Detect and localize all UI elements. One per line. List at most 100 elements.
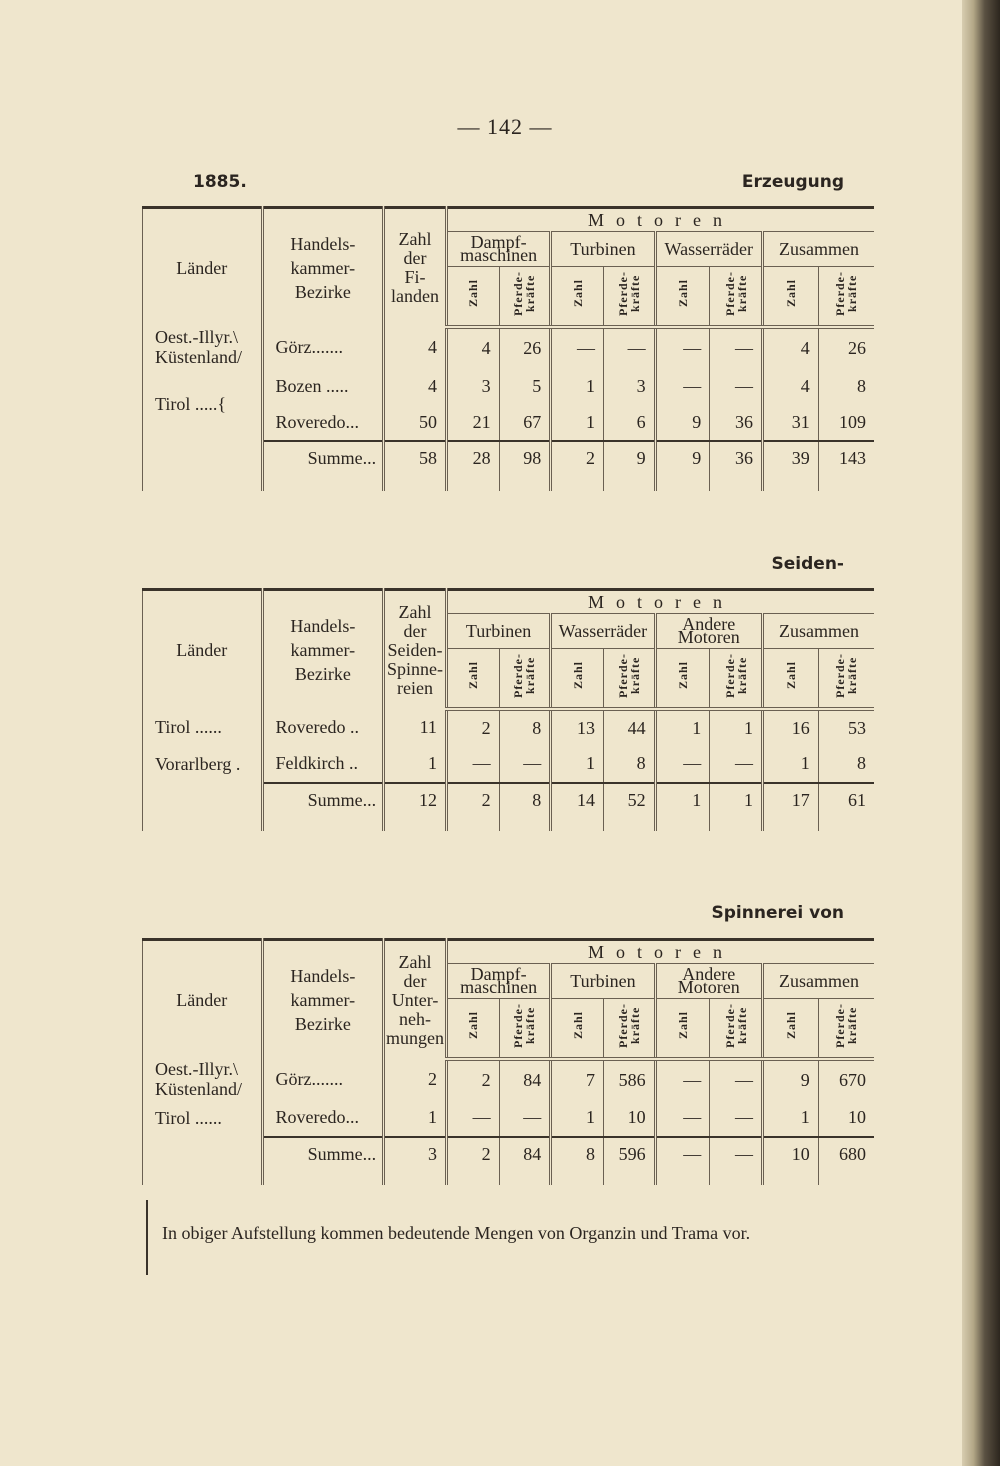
header-row-sub: Zahl Pferde- kräfte Zahl Pferde- kräfte Zahl… [143,998,874,1061]
sum-value: 8 [498,782,551,831]
cell-value: 4 [382,327,447,367]
header-pferdekraefte-label: Pferde- kräfte [833,653,860,698]
cell-value: — [653,745,710,783]
table-row: Roveredo... 50 21 67 1 6 9 36 31 109 [143,405,874,441]
cell-value: 1 [709,709,763,745]
cell-value: — [549,327,604,367]
header-group-label: Dampf- maschinen [460,232,538,265]
cell-land: Tirol ...... [142,709,263,745]
header-zahl-label: Zahl [675,279,690,308]
land-label: Oest.-Illyr.\ Küstenland/ [155,327,242,367]
header-group-label: Andere Motoren [677,614,740,647]
header-pferdekraefte-label: Pferde- kräfte [833,1003,860,1048]
header-zahl: Zahl [549,648,604,711]
book-binding-edge [962,0,1000,1466]
cell-value: 1 [549,367,604,405]
header-motoren: Motoren [444,207,874,232]
header-row-sub: Zahl Pferde- kräfte Zahl Pferde- kräfte Zahl… [143,266,874,329]
land-label: Tirol ...... [155,1108,222,1128]
cell-value: 4 [760,327,819,367]
cell-value: 1 [549,405,604,441]
header-zahl: Zahl [760,266,819,329]
cell-value: — [709,745,763,783]
header-zahl: Zahl [653,998,710,1061]
header-bezirke-label: Handels- kammer- Bezirke [290,966,356,1034]
cell-value: 44 [602,709,656,745]
cell-value: 6 [602,405,656,441]
header-zahl: Zahl [760,648,819,711]
cell-value: — [498,1099,551,1137]
cell-value: 4 [760,367,819,405]
header-bezirke-label: Handels- kammer- Bezirke [290,234,356,302]
cell-value: — [709,1059,763,1099]
cell-value: — [709,327,763,367]
header-count: Zahl der Seiden- Spinne- reien [382,589,447,709]
header-group-label: Zusammen [778,238,859,259]
cell-value: 1 [653,709,710,745]
header-zahl: Zahl [444,266,500,329]
header-motoren-label: Motoren [587,591,734,612]
header-zahl: Zahl [549,266,604,329]
cell-value: 50 [382,405,447,441]
sum-value: — [709,1136,763,1185]
cell-value: 4 [444,327,500,367]
header-laender-label: Länder [176,990,228,1010]
sum-value: 58 [382,440,447,491]
header-group-label: Zusammen [778,620,859,641]
header-group-label: Dampf- maschinen [460,964,538,997]
cell-value: 9 [653,405,710,441]
header-bezirke-label: Handels- kammer- Bezirke [290,616,356,684]
cell-value: 9 [760,1059,819,1099]
cell-value: 7 [549,1059,604,1099]
cell-bezirk: Roveredo... [260,1099,384,1137]
header-pferdekraefte: Pferde- kräfte [602,648,656,711]
sum-value: 2 [444,782,500,831]
cell-empty [142,441,263,491]
cell-value: 586 [602,1059,656,1099]
header-group: Zusammen [760,613,874,649]
header-count-label: Zahl der Fi- landen [391,229,440,306]
sum-value: 14 [549,782,604,831]
cell-empty [142,783,263,831]
cell-land: Vorarlberg . [142,745,263,783]
sum-label: Summe... [260,782,384,831]
sum-value: 98 [498,440,551,491]
header-pferdekraefte: Pferde- kräfte [498,266,551,329]
header-pferdekraefte-label: Pferde- kräfte [511,653,538,698]
sum-label: Summe... [260,440,384,491]
header-motoren: Motoren [444,589,874,614]
header-laender: Länder [142,589,263,709]
header-laender-label: Länder [176,640,228,660]
header-group-label: Wasserräder [664,238,754,259]
cell-value: 1 [382,745,447,783]
cell-bezirk: Roveredo... [260,405,384,441]
header-pferdekraefte: Pferde- kräfte [709,266,763,329]
header-group: Dampf- maschinen [444,963,551,999]
header-pferdekraefte: Pferde- kräfte [498,998,551,1061]
sum-value: 680 [817,1136,874,1185]
sum-value: 1 [653,782,710,831]
header-pferdekraefte-label: Pferde- kräfte [615,271,642,316]
header-zahl-label: Zahl [570,661,585,690]
header-group: Wasserräder [549,613,656,649]
header-group-label: Zusammen [778,970,859,991]
header-row-sub: Zahl Pferde- kräfte Zahl Pferde- kräfte Zahl… [143,648,874,711]
header-group-label: Turbinen [465,620,532,641]
cell-land: Tirol .....{ [142,367,263,441]
header-zahl: Zahl [653,648,710,711]
header-group-label: Turbinen [570,238,636,259]
cell-value: — [709,1099,763,1137]
header-zahl-label: Zahl [675,661,690,690]
header-zahl: Zahl [653,266,710,329]
cell-value: — [709,367,763,405]
cell-land: Oest.-Illyr.\ Küstenland/ [142,1059,263,1099]
header-group: Andere Motoren [653,963,763,999]
sum-value: 596 [602,1136,656,1185]
header-row-groups: Dampf- maschinen Turbinen Wasserräder Zusam… [143,231,874,267]
cell-bezirk: Roveredo .. [260,709,384,745]
header-pferdekraefte-label: Pferde- kräfte [722,653,749,698]
left-rule [146,1200,148,1275]
cell-land: Oest.-Illyr.\ Küstenland/ [142,327,263,367]
cell-value: 2 [444,1059,500,1099]
cell-value: — [444,1099,500,1137]
